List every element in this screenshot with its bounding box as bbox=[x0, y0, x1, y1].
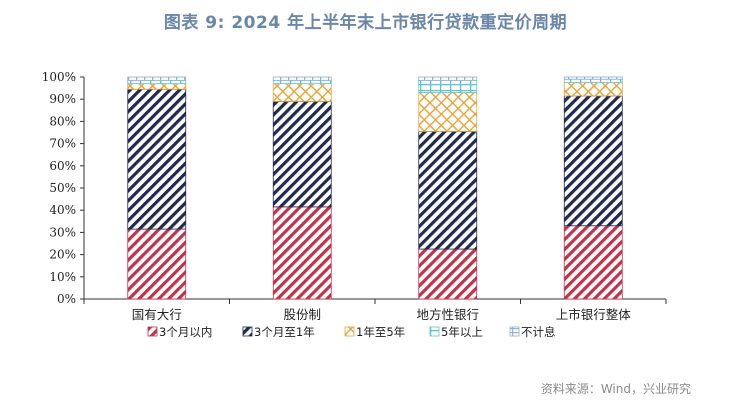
y-tick-label: 50% bbox=[49, 181, 76, 195]
bar-segment bbox=[127, 228, 187, 300]
legend-label: 3个月以内 bbox=[159, 325, 212, 339]
y-tick-label: 100% bbox=[42, 70, 76, 84]
bar-segment bbox=[272, 206, 332, 300]
y-tick-label: 80% bbox=[49, 114, 76, 128]
x-category-label: 国有大行 bbox=[132, 307, 182, 322]
axes: 0% 10% 20% 30% 40% 50% 60% 70% 80% 90% 100% 国有大行 股份制… bbox=[42, 70, 667, 322]
bar-segment bbox=[563, 76, 623, 80]
bar-segment bbox=[272, 83, 332, 102]
bar-segment bbox=[563, 82, 623, 97]
y-tick-label: 30% bbox=[49, 225, 76, 239]
bar-segment bbox=[418, 76, 478, 81]
x-category-label: 上市银行整体 bbox=[556, 307, 632, 322]
y-tick-label: 90% bbox=[49, 92, 76, 106]
x-category-label: 股份制 bbox=[283, 307, 321, 322]
legend-label: 3个月至1年 bbox=[254, 325, 315, 339]
legend-label: 不计息 bbox=[521, 325, 556, 339]
bar-segment bbox=[563, 78, 623, 83]
y-tick-label: 40% bbox=[49, 203, 76, 217]
bar-segment bbox=[127, 79, 187, 85]
y-tick-label: 70% bbox=[49, 137, 76, 151]
y-tick-label: 0% bbox=[57, 292, 76, 306]
bar-segment bbox=[127, 76, 187, 81]
source-note: 资料来源：Wind，兴业研究 bbox=[540, 382, 691, 396]
bars bbox=[127, 76, 623, 300]
y-tick-label: 60% bbox=[49, 159, 76, 173]
bar-segment bbox=[272, 76, 332, 81]
y-tick-label: 10% bbox=[49, 270, 76, 284]
legend: 3个月以内 3个月至1年 1年至5年 5年以上 不计息 bbox=[147, 325, 556, 339]
legend-swatch bbox=[242, 326, 253, 337]
legend-swatch bbox=[147, 326, 158, 337]
legend-label: 5年以上 bbox=[441, 325, 483, 339]
bar-segment bbox=[127, 88, 187, 230]
bar-segment bbox=[418, 130, 478, 250]
bar-segment bbox=[563, 225, 623, 300]
legend-swatch bbox=[509, 326, 520, 337]
bar-segment bbox=[272, 79, 332, 85]
bar-segment bbox=[418, 92, 478, 132]
y-tick-label: 20% bbox=[49, 248, 76, 262]
legend-swatch bbox=[429, 326, 440, 337]
chart-title: 图表 9: 2024 年上半年末上市银行贷款重定价周期 bbox=[163, 13, 568, 33]
bar-segment bbox=[563, 95, 623, 227]
legend-label: 1年至5年 bbox=[356, 325, 405, 339]
bar-segment bbox=[418, 248, 478, 300]
bar-segment bbox=[127, 83, 187, 90]
x-category-label: 地方性银行 bbox=[416, 307, 479, 322]
bar-segment bbox=[272, 101, 332, 208]
legend-swatch bbox=[344, 326, 355, 337]
bar-segment bbox=[418, 79, 478, 93]
